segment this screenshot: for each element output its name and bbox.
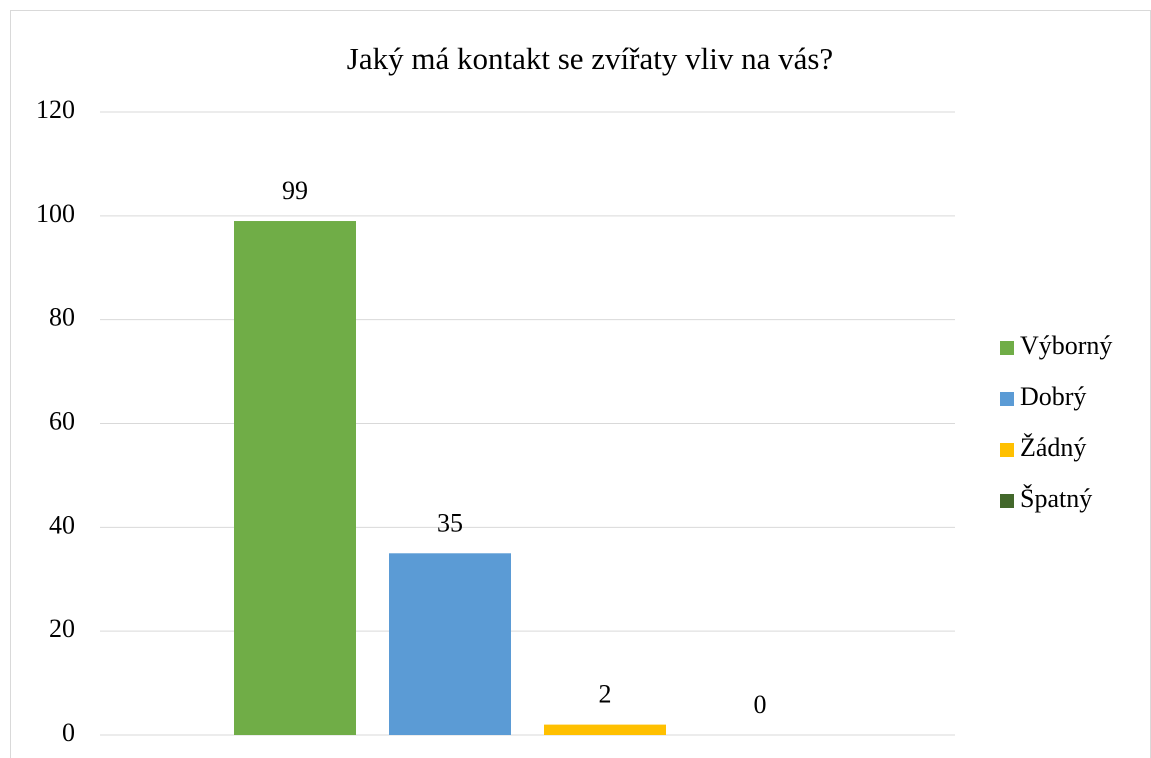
legend-swatch — [1000, 341, 1014, 355]
chart-title: Jaký má kontakt se zvířaty vliv na vás? — [347, 41, 833, 76]
bar — [234, 221, 356, 735]
bar — [389, 553, 511, 735]
y-tick-label: 60 — [49, 406, 75, 435]
y-tick-label: 40 — [49, 510, 75, 539]
legend-swatch — [1000, 443, 1014, 457]
data-label: 2 — [599, 680, 612, 709]
y-tick-label: 100 — [36, 199, 75, 228]
legend-label: Výborný — [1020, 331, 1112, 360]
legend-label: Špatný — [1020, 484, 1092, 513]
legend-swatch — [1000, 494, 1014, 508]
y-tick-label: 20 — [49, 614, 75, 643]
data-label: 35 — [437, 508, 463, 537]
y-tick-label: 120 — [36, 95, 75, 124]
legend-label: Žádný — [1020, 433, 1086, 462]
chart-frame — [10, 10, 1151, 758]
data-label: 99 — [282, 176, 308, 205]
legend-label: Dobrý — [1020, 382, 1086, 411]
legend-swatch — [1000, 392, 1014, 406]
y-tick-label: 80 — [49, 303, 75, 332]
bar — [544, 724, 666, 735]
data-label: 0 — [754, 690, 767, 719]
y-tick-label: 0 — [62, 718, 75, 747]
